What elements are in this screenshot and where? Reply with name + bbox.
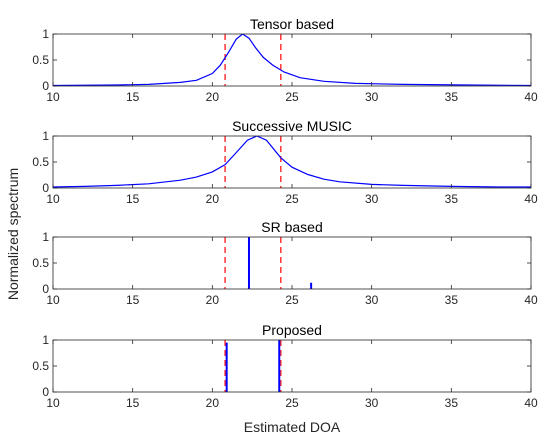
data-layer — [224, 340, 282, 392]
spectrum-line — [53, 34, 531, 86]
x-tick-label: 10 — [46, 90, 60, 104]
y-tick-label: 1 — [42, 230, 49, 244]
y-tick-label: 0.5 — [32, 53, 49, 67]
x-tick-label: 40 — [524, 192, 538, 206]
subplot-4: 10 15 20 25 30 35 40 0 0.5 1 Proposed — [32, 322, 538, 410]
y-tick-label: 0.5 — [32, 359, 49, 373]
subplot-title: Successive MUSIC — [232, 118, 352, 134]
x-tick-label: 20 — [206, 192, 220, 206]
y-tick-label: 1 — [42, 129, 49, 143]
x-tick-label: 35 — [445, 192, 459, 206]
y-tick-label: 0 — [42, 282, 49, 296]
subplot-title: SR based — [261, 219, 322, 235]
y-tick-label: 0.5 — [32, 256, 49, 270]
x-axis-label: Estimated DOA — [244, 419, 341, 435]
plot-area — [53, 34, 531, 86]
plot-area — [53, 340, 531, 392]
x-tick-label: 30 — [365, 396, 379, 410]
x-tick-label: 40 — [524, 90, 538, 104]
y-axis-label: Normalized spectrum — [5, 168, 21, 300]
x-tick-label: 30 — [365, 192, 379, 206]
x-tick-label: 10 — [46, 293, 60, 307]
x-tick-label: 20 — [206, 293, 220, 307]
subplot-3: 10 15 20 25 30 35 40 0 0.5 1 SR based — [32, 219, 538, 307]
data-layer — [53, 136, 531, 188]
y-tick-label: 1 — [42, 27, 49, 41]
x-tick-label: 30 — [365, 293, 379, 307]
x-tick-label: 15 — [126, 293, 140, 307]
x-tick-label: 35 — [445, 293, 459, 307]
subplot-1: 10 15 20 25 30 35 40 0 0.5 1 Tensor based — [32, 16, 538, 104]
y-tick-label: 0 — [42, 385, 49, 399]
x-tick-label: 25 — [285, 293, 299, 307]
subplot-title: Tensor based — [250, 16, 334, 32]
y-tick-label: 0.5 — [32, 155, 49, 169]
x-tick-label: 25 — [285, 90, 299, 104]
subplot-2: 10 15 20 25 30 35 40 0 0.5 1 Successive MUSIC — [32, 118, 538, 206]
plot-area — [53, 136, 531, 188]
x-tick-label: 10 — [46, 396, 60, 410]
x-tick-label: 35 — [445, 90, 459, 104]
spectrum-line — [53, 136, 531, 188]
y-tick-label: 0 — [42, 79, 49, 93]
y-tick-label: 1 — [42, 333, 49, 347]
data-layer — [53, 34, 531, 86]
y-tick-label: 0 — [42, 181, 49, 195]
x-tick-label: 40 — [524, 293, 538, 307]
x-tick-label: 40 — [524, 396, 538, 410]
x-tick-label: 25 — [285, 396, 299, 410]
x-tick-label: 15 — [126, 192, 140, 206]
x-tick-label: 20 — [206, 90, 220, 104]
x-tick-label: 10 — [46, 192, 60, 206]
subplot-title: Proposed — [262, 322, 322, 338]
x-tick-label: 30 — [365, 90, 379, 104]
x-tick-label: 15 — [126, 90, 140, 104]
plot-area — [53, 237, 531, 289]
data-layer — [224, 237, 313, 289]
x-tick-label: 20 — [206, 396, 220, 410]
x-tick-label: 25 — [285, 192, 299, 206]
x-tick-label: 15 — [126, 396, 140, 410]
x-tick-label: 35 — [445, 396, 459, 410]
